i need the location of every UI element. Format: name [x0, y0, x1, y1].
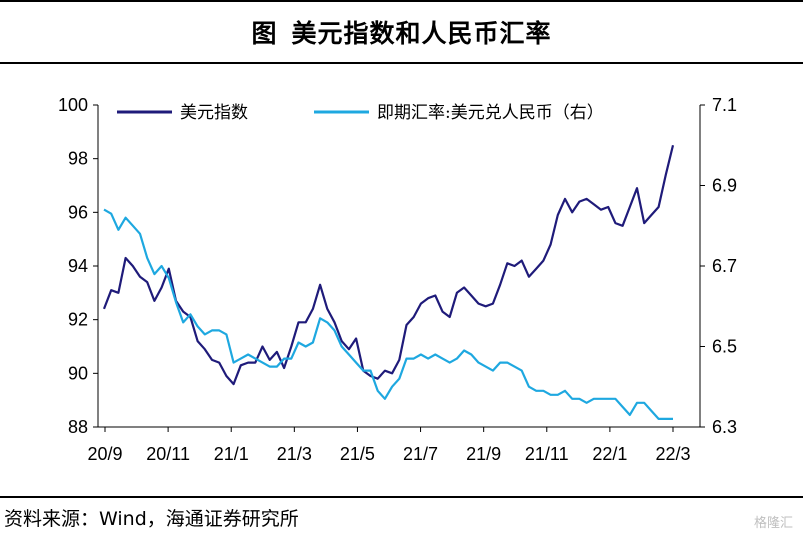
left-tick-label: 100 [58, 95, 88, 115]
legend-label-usd-index: 美元指数 [180, 103, 248, 123]
x-tick-label: 21/11 [525, 444, 569, 464]
x-tick-label: 21/5 [340, 444, 375, 464]
legend: 美元指数 即期汇率:美元兑人民币（右） [117, 103, 604, 123]
left-tick-label: 88 [68, 417, 88, 437]
x-tick-labels: 20/9 20/11 21/1 21/3 21/5 21/7 21/9 21/11 22/1 22… [87, 427, 691, 464]
right-tick-label: 7.1 [712, 95, 737, 115]
left-tick-label: 98 [68, 149, 88, 169]
left-tick-label: 90 [68, 363, 88, 383]
watermark: 格隆汇 [753, 516, 793, 531]
source-note: 资料来源：Wind，海通证券研究所 [4, 508, 299, 530]
title-rule [0, 62, 803, 64]
source-rule [0, 496, 803, 498]
x-tick-label: 22/3 [655, 444, 690, 464]
usdcny-line [103, 208, 673, 420]
right-tick-label: 6.7 [712, 256, 737, 276]
x-tick-label: 21/7 [403, 444, 438, 464]
x-tick-label: 21/3 [277, 444, 312, 464]
left-tick-label: 96 [68, 202, 88, 222]
x-tick-label: 22/1 [592, 444, 627, 464]
x-tick-label: 20/11 [146, 444, 190, 464]
right-tick-label: 6.3 [712, 417, 737, 437]
top-rule [0, 0, 803, 2]
series-lines [102, 145, 675, 420]
chart-title: 图美元指数和人民币汇率 [0, 14, 803, 50]
x-tick-label: 21/9 [466, 444, 501, 464]
legend-label-usdcny: 即期汇率:美元兑人民币（右） [377, 103, 604, 123]
x-tick-label: 20/9 [87, 444, 122, 464]
right-tick-labels: 6.3 6.5 6.7 6.9 7.1 [700, 95, 737, 437]
right-tick-label: 6.5 [712, 337, 737, 357]
right-tick-label: 6.9 [712, 176, 737, 196]
x-tick-label: 21/1 [214, 444, 249, 464]
usd-index-line [102, 145, 675, 386]
left-tick-label: 92 [68, 310, 88, 330]
left-tick-label: 94 [68, 256, 88, 276]
title-text: 美元指数和人民币汇率 [291, 19, 552, 48]
title-prefix: 图 [251, 19, 278, 48]
left-tick-labels: 88 90 92 94 96 98 100 [58, 95, 98, 437]
